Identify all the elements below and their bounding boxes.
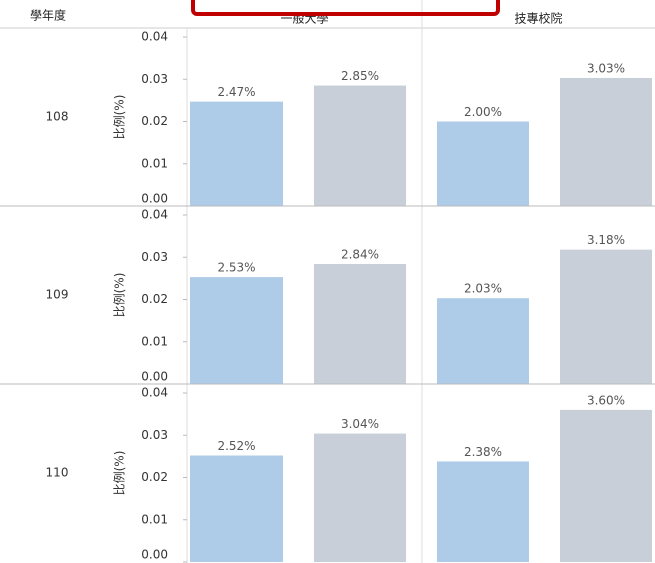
y-tick-label: 0.04	[141, 208, 168, 222]
value-label: 3.18%	[587, 233, 625, 247]
value-label: 2.47%	[217, 85, 255, 99]
value-label: 2.52%	[217, 439, 255, 453]
value-label: 2.00%	[464, 105, 502, 119]
row-label: 108	[46, 110, 69, 124]
value-label: 3.03%	[587, 61, 625, 75]
y-tick-label: 0.00	[141, 548, 168, 562]
bar	[190, 277, 283, 384]
y-tick-label: 0.01	[141, 156, 168, 170]
y-axis-title: 比例(%)	[113, 451, 127, 496]
bar	[560, 249, 652, 384]
bar	[314, 85, 406, 206]
bar	[314, 264, 406, 384]
row-label: 109	[46, 288, 69, 302]
value-label: 2.03%	[464, 282, 502, 296]
y-tick-label: 0.00	[141, 370, 168, 384]
y-tick-label: 0.04	[141, 30, 168, 44]
value-label: 2.85%	[341, 69, 379, 83]
bar	[437, 121, 529, 206]
y-axis-title: 比例(%)	[113, 273, 127, 318]
bar	[190, 455, 283, 562]
y-axis-title: 比例(%)	[113, 95, 127, 140]
row-header: 學年度	[30, 8, 66, 23]
value-label: 2.38%	[464, 445, 502, 459]
y-tick-label: 0.01	[141, 334, 168, 348]
value-label: 3.04%	[341, 417, 379, 431]
bar	[314, 433, 406, 562]
highlight-box	[191, 0, 500, 16]
y-tick-label: 0.04	[141, 386, 168, 400]
value-label: 3.60%	[587, 393, 625, 407]
y-tick-label: 0.03	[141, 428, 168, 442]
bar	[437, 298, 529, 384]
y-tick-label: 0.03	[141, 250, 168, 264]
y-tick-label: 0.03	[141, 72, 168, 86]
bar	[560, 409, 652, 562]
y-tick-label: 0.02	[141, 114, 168, 128]
row-label: 110	[46, 466, 69, 480]
bar	[437, 461, 529, 562]
bar	[190, 101, 283, 206]
column-header: 技專校院	[514, 11, 562, 26]
value-label: 2.53%	[217, 261, 255, 275]
y-tick-label: 0.02	[141, 292, 168, 306]
y-tick-label: 0.02	[141, 470, 168, 484]
value-label: 2.84%	[341, 248, 379, 262]
bar	[560, 77, 652, 206]
y-tick-label: 0.01	[141, 512, 168, 526]
y-tick-label: 0.00	[141, 192, 168, 206]
